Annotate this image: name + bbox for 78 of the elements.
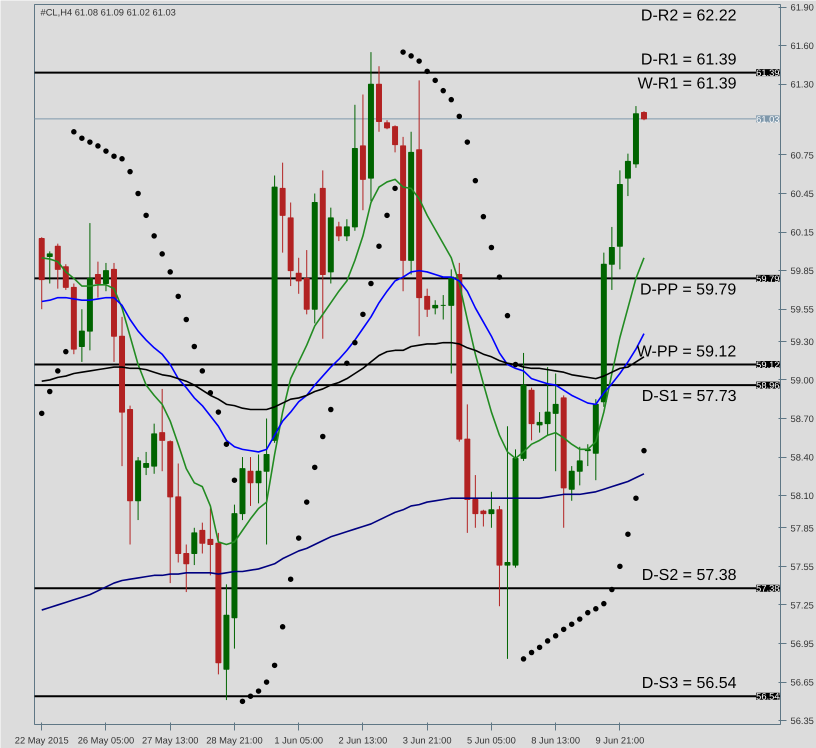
ref-line-label: 56.54 [756, 692, 780, 702]
candlestick [296, 257, 302, 294]
candlestick [392, 124, 398, 153]
y-tick-label: 59.55 [790, 304, 814, 315]
y-tick-label: 56.95 [790, 639, 814, 649]
annotation: D-S3 = 56.54 [642, 675, 737, 692]
y-tick-label: 59.85 [790, 266, 814, 276]
candlestick [264, 418, 270, 545]
ref-line-label: 59.12 [756, 360, 780, 370]
ref-line-label: 58.96 [756, 380, 780, 391]
candlestick [432, 300, 438, 315]
ref-line-label: 61.39 [756, 68, 780, 78]
y-tick-label: 56.65 [790, 678, 814, 688]
annotation: W-R1 = 61.39 [638, 76, 737, 93]
annotation: D-S1 = 57.73 [642, 388, 737, 406]
y-tick-label: 56.35 [790, 716, 814, 726]
x-tick-label: 3 Jun 21:00 [402, 736, 452, 746]
x-tick-label: 28 May 21:00 [206, 736, 263, 746]
candlestick [544, 366, 551, 436]
candlestick [143, 451, 150, 476]
x-tick-label: 8 Jun 13:00 [531, 736, 580, 746]
candlestick [248, 456, 254, 506]
candlestick [552, 373, 559, 472]
ref-line-label: 61.03 [756, 114, 780, 124]
candlestick [472, 474, 478, 528]
y-tick-label: 61.90 [790, 2, 814, 13]
candlestick [536, 412, 543, 434]
candlestick [207, 508, 214, 576]
y-tick-label: 59.30 [790, 336, 814, 347]
y-tick-label: 60.75 [790, 150, 814, 160]
candlestick [424, 288, 430, 318]
candlestick [568, 466, 575, 502]
ref-line-label: 59.79 [756, 274, 780, 284]
chart-title: #CL,H4 61.08 61.09 61.02 61.03 [40, 8, 176, 18]
x-tick-label: 2 Jun 13:00 [338, 736, 388, 746]
x-tick-label: 1 Jun 05:00 [274, 736, 324, 746]
candlestick [191, 527, 198, 566]
candlestick [54, 243, 61, 290]
candlestick [480, 509, 486, 527]
candlestick [624, 153, 631, 197]
x-tick-label: 9 Jun 21:00 [596, 736, 644, 746]
candlestick [256, 454, 262, 504]
candlestick [102, 262, 109, 292]
candlestick [336, 221, 342, 242]
annotation: D-S2 = 57.38 [642, 567, 737, 584]
candlestick [199, 522, 206, 554]
candlestick [344, 218, 350, 242]
annotation: D-R1 = 61.39 [640, 52, 737, 69]
y-tick-label: 57.85 [790, 523, 814, 534]
y-tick-label: 60.15 [790, 228, 814, 238]
x-tick-label: 22 May 2015 [14, 736, 69, 746]
annotation: W-PP = 59.12 [636, 344, 736, 360]
y-tick-label: 61.60 [790, 41, 814, 52]
candlestick [46, 250, 53, 284]
y-tick-label: 57.55 [790, 562, 814, 572]
y-tick-label: 60.45 [790, 189, 814, 199]
y-tick-label: 59.00 [790, 375, 814, 386]
x-tick-label: 27 May 13:00 [142, 736, 198, 746]
y-tick-label: 58.10 [790, 491, 814, 502]
candlestick [608, 226, 615, 290]
y-tick-label: 58.40 [790, 452, 814, 463]
annotation: D-PP = 59.79 [640, 281, 736, 298]
annotation: D-R2 = 62.22 [640, 8, 737, 24]
candlestick [504, 426, 510, 660]
y-tick-label: 58.70 [790, 414, 814, 424]
x-tick-label: 5 Jun 05:00 [467, 736, 516, 746]
candlestick [159, 388, 166, 472]
ref-line-label: 57.38 [756, 584, 780, 594]
candlestick [78, 308, 85, 362]
candlestick [488, 491, 494, 528]
y-tick-label: 57.25 [790, 600, 814, 610]
candlestick [440, 294, 446, 320]
y-tick-label: 61.30 [790, 80, 814, 90]
candlestick [94, 261, 101, 298]
line-series [40, 472, 645, 611]
candlestick [576, 446, 583, 486]
x-tick-label: 26 May 05:00 [78, 736, 134, 746]
candlestick [183, 544, 190, 593]
